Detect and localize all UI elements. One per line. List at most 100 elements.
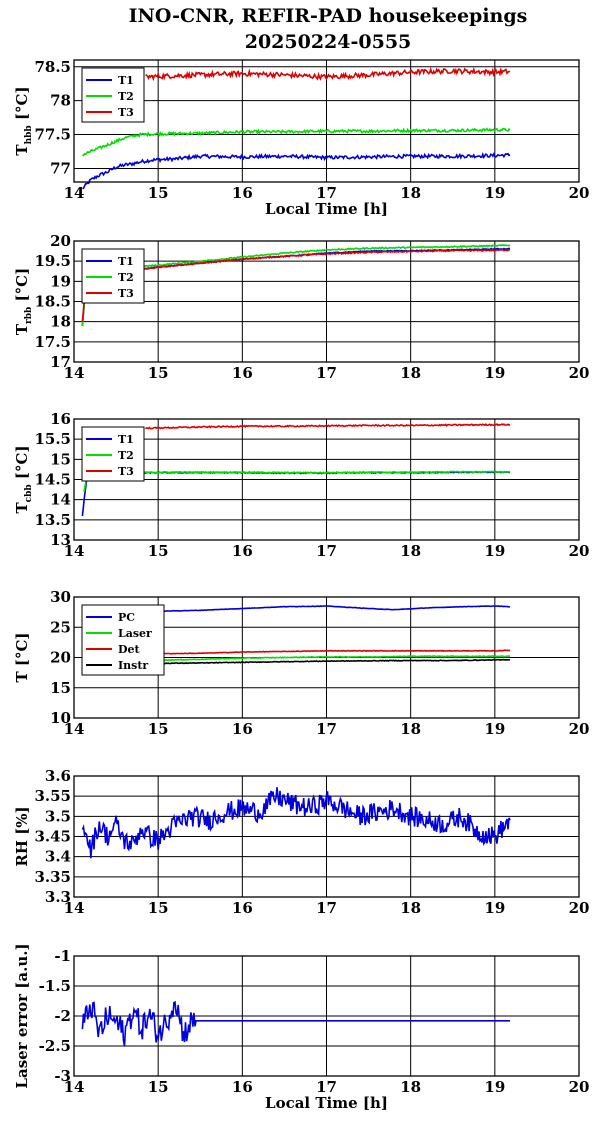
chart-panel-6: 14 15 16 17 18 19 20 -3 -2.5 -2 -1.5 -1 Local Time [… — [13, 943, 589, 1112]
legend-entry-t1: T1 — [118, 433, 134, 446]
y-axis-label: T [°C] — [13, 632, 31, 682]
y-tick-label: 3.6 — [45, 767, 71, 785]
y-tick-label: 14 — [50, 491, 71, 509]
plot-frame — [73, 775, 580, 898]
legend-entry-t3: T3 — [118, 106, 134, 119]
x-tick-label: 17 — [316, 899, 337, 917]
legend-entry-instr: Instr — [118, 659, 148, 672]
y-tick-label: -1 — [54, 947, 71, 965]
x-tick-label: 19 — [484, 542, 505, 560]
y-tick-label: 3.4 — [45, 848, 71, 866]
x-tick-label: 17 — [316, 720, 337, 738]
x-tick-label: 15 — [148, 1078, 169, 1096]
x-tick-label: 14 — [64, 1078, 85, 1096]
chart-panel-4: 14 15 16 17 18 19 20 10 15 20 25 30 T [°C] PC Laser Det… — [13, 588, 589, 738]
y-tick-label: 17 — [50, 353, 71, 371]
x-tick-label: 15 — [148, 720, 169, 738]
x-tick-label: 20 — [569, 1078, 590, 1096]
x-tick-label: 15 — [148, 364, 169, 382]
y-axis-label: RH [%] — [13, 806, 31, 866]
x-tick-label: 18 — [400, 1078, 421, 1096]
y-tick-label: 15 — [50, 679, 71, 697]
x-tick-label: 16 — [232, 542, 253, 560]
plot-frame — [73, 240, 580, 363]
y-tick-label: 3.35 — [34, 868, 71, 886]
x-tick-label: 19 — [484, 720, 505, 738]
y-tick-label: 78.5 — [34, 58, 71, 76]
chart-panel-5: 14 15 16 17 18 19 20 3.3 3.35 3.4 3.45 3.5 3.55 3.6 RH… — [13, 767, 589, 917]
y-axis-label: Laser error [a.u.] — [13, 943, 31, 1088]
legend-entry-t2: T2 — [118, 90, 134, 103]
series-line-laser — [145, 655, 511, 662]
y-tick-label: 15.5 — [34, 430, 71, 448]
x-tick-label: 19 — [484, 899, 505, 917]
legend-entry-t2: T2 — [118, 449, 134, 462]
y-axis-label: Thbb [°C] — [13, 86, 34, 155]
series-line-t2 — [81, 244, 511, 327]
legend-entry-t2: T2 — [118, 271, 134, 284]
y-tick-label: 20 — [50, 649, 71, 667]
x-tick-label: 18 — [400, 542, 421, 560]
y-tick-label: 30 — [50, 588, 71, 606]
x-tick-label: 14 — [64, 720, 85, 738]
x-tick-label: 14 — [64, 184, 85, 202]
legend-entry-laser: Laser — [118, 627, 152, 640]
series-line-t3 — [144, 423, 511, 430]
x-tick-label: 16 — [232, 364, 253, 382]
series-line-main — [81, 1000, 510, 1047]
y-tick-label: 20 — [50, 232, 71, 250]
x-tick-label: 18 — [400, 899, 421, 917]
y-tick-label: 3.5 — [45, 807, 71, 825]
y-tick-label: -3 — [54, 1067, 71, 1085]
x-tick-label: 20 — [569, 184, 590, 202]
series-line-det — [145, 649, 511, 655]
x-tick-label: 15 — [148, 542, 169, 560]
y-tick-label: 78 — [50, 92, 71, 110]
legend-entry-t1: T1 — [118, 74, 134, 87]
figure-title-line1: INO-CNR, REFIR-PAD housekeepings — [129, 5, 528, 27]
x-axis-label: Local Time [h] — [265, 200, 388, 218]
y-tick-label: 13 — [50, 531, 71, 549]
x-tick-label: 14 — [64, 899, 85, 917]
x-tick-label: 15 — [148, 899, 169, 917]
x-tick-label: 17 — [316, 184, 337, 202]
x-tick-label: 16 — [232, 184, 253, 202]
plot-frame — [73, 596, 580, 719]
y-tick-label: 77.5 — [34, 126, 71, 144]
x-tick-label: 14 — [64, 542, 85, 560]
legend-entry-pc: PC — [118, 611, 135, 624]
chart-panel-1: 14 15 16 17 18 19 20 77 77.5 78 78.5 Local Time [h]… — [13, 58, 589, 218]
x-tick-label: 17 — [316, 542, 337, 560]
chart-panel-2: 14 15 16 17 18 19 20 17 17.5 18 18.5 19 19.5 20 Trbb [… — [13, 232, 589, 382]
plot-frame — [73, 955, 580, 1077]
y-tick-label: -2 — [54, 1007, 71, 1025]
legend-entry-det: Det — [118, 643, 141, 656]
plot-frame — [73, 59, 580, 183]
y-tick-label: 15 — [50, 450, 71, 468]
y-tick-label: 13.5 — [34, 511, 71, 529]
series-line-t1 — [82, 151, 511, 190]
legend: T1 T2 T3 — [81, 426, 145, 482]
y-tick-label: 19.5 — [34, 252, 71, 270]
x-tick-label: 18 — [400, 184, 421, 202]
x-tick-label: 20 — [569, 364, 590, 382]
series-line-pc — [145, 605, 511, 613]
x-tick-label: 17 — [316, 1078, 337, 1096]
x-tick-label: 19 — [484, 364, 505, 382]
series-line-t1 — [81, 470, 511, 517]
y-tick-label: 77 — [50, 159, 71, 177]
y-tick-label: 19 — [50, 272, 71, 290]
y-tick-label: 3.45 — [34, 828, 71, 846]
series-line-main — [81, 787, 511, 859]
y-tick-label: -1.5 — [39, 977, 71, 995]
y-tick-label: 25 — [50, 618, 71, 636]
legend: PC Laser Det Instr — [81, 604, 165, 676]
chart-panels: 14 15 16 17 18 19 20 77 77.5 78 78.5 Local Time [h]… — [13, 58, 589, 1112]
y-axis-label: Trbb [°C] — [13, 268, 34, 335]
x-tick-label: 16 — [232, 1078, 253, 1096]
legend: T1 T2 T3 — [81, 67, 145, 123]
x-tick-label: 19 — [484, 1078, 505, 1096]
figure-title-line2: 20250224-0555 — [245, 31, 412, 53]
y-tick-label: 14.5 — [34, 471, 71, 489]
x-tick-label: 17 — [316, 364, 337, 382]
